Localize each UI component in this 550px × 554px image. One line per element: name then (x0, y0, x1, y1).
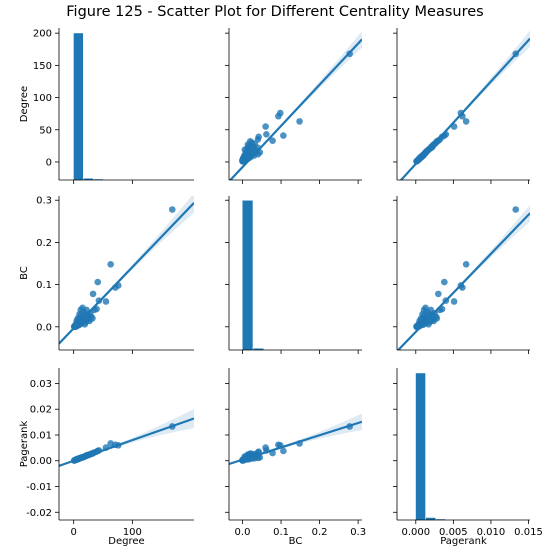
scatter-point (168, 206, 176, 213)
x-tick-label: 0.015 (514, 527, 543, 538)
regression-line (397, 212, 530, 350)
scatter-point (280, 132, 287, 139)
panel-bc-vs-bc (225, 196, 362, 354)
histogram-bar (242, 200, 253, 350)
regression-line (59, 202, 194, 345)
histogram-bar (415, 373, 426, 520)
histogram-bar (73, 33, 84, 180)
scatter-point (296, 118, 303, 125)
y-axis-label-bc: BC (19, 266, 30, 280)
y-axis-label-pagerank: Pagerank (19, 421, 30, 468)
scatter-point (246, 450, 254, 457)
scatter-point (107, 261, 114, 268)
x-axis-label-degree: Degree (108, 536, 144, 547)
y-tick-label: 200 (33, 29, 52, 40)
x-tick-label: 0.1 (273, 527, 289, 538)
scatter-point (262, 123, 269, 130)
x-tick-label: 0.2 (312, 527, 328, 538)
panel-pagerank-vs-bc (225, 368, 362, 524)
scatter-point (462, 261, 470, 268)
y-tick-label: 0.01 (30, 430, 52, 441)
x-axis-label-pagerank: Pagerank (440, 536, 487, 547)
scatter-point (275, 112, 282, 120)
y-tick-label: 100 (33, 93, 52, 104)
y-tick-label: 0.2 (36, 238, 52, 249)
y-tick-label: 0.02 (30, 405, 52, 416)
scatter-point (450, 298, 458, 305)
scatter-point (280, 447, 287, 455)
y-tick-label: -0.02 (26, 508, 52, 519)
y-tick-label: 0.00 (30, 456, 52, 467)
scatter-point (441, 278, 448, 286)
y-tick-label: 0.03 (30, 379, 52, 390)
x-tick-label: 0.005 (439, 527, 468, 538)
x-tick-label: 0.010 (477, 527, 506, 538)
panel-degree-vs-bc (225, 28, 362, 184)
scatter-point (81, 320, 89, 328)
y-tick-label: 150 (33, 61, 52, 72)
scatter-point (239, 158, 247, 165)
y-tick-label: 0 (46, 157, 52, 168)
panel-pagerank-vs-pagerank (393, 368, 530, 524)
scatter-point (263, 130, 270, 138)
scatter-point (512, 206, 520, 213)
scatter-point (433, 315, 441, 322)
y-tick-label: 0.1 (36, 280, 52, 291)
scatter-point (94, 278, 102, 286)
x-axis-label-bc: BC (289, 536, 303, 547)
regression-line (229, 38, 362, 180)
scatter-point (246, 138, 254, 145)
panel-bc-vs-pagerank (393, 196, 530, 354)
scatter-point (275, 441, 282, 449)
regression-line (399, 37, 530, 180)
x-tick-label: 0.3 (350, 527, 366, 538)
y-tick-label: 50 (39, 125, 52, 136)
scatter-point (89, 290, 97, 298)
scatter-point (425, 320, 432, 328)
scatter-point (435, 290, 442, 298)
x-tick-label: 0.0 (235, 527, 251, 538)
x-tick-label: 0.000 (401, 527, 430, 538)
x-tick-label: 100 (123, 527, 142, 538)
histogram-bar (83, 178, 94, 180)
regression-line (229, 420, 362, 466)
scatter-point (462, 118, 470, 125)
panel-degree-vs-pagerank (393, 28, 530, 184)
scatter-point (107, 440, 114, 447)
y-tick-label: 0.0 (36, 322, 52, 333)
panel-pagerank-vs-degree (55, 368, 194, 524)
histogram-bar (425, 517, 436, 520)
y-tick-label: -0.01 (26, 482, 52, 493)
regression-line (59, 417, 194, 467)
figure-title: Figure 125 - Scatter Plot for Different … (66, 4, 484, 20)
scatter-point (89, 315, 96, 322)
scatter-point (241, 146, 249, 154)
histogram-bar (253, 348, 264, 350)
panel-bc-vs-degree (55, 196, 194, 354)
x-tick-label: 0 (70, 527, 76, 538)
scatter-point (269, 137, 276, 145)
y-tick-label: 0.3 (36, 196, 52, 207)
y-axis-label-degree: Degree (19, 86, 30, 122)
scatter-point (102, 298, 110, 305)
panel-degree-vs-degree (55, 28, 194, 184)
